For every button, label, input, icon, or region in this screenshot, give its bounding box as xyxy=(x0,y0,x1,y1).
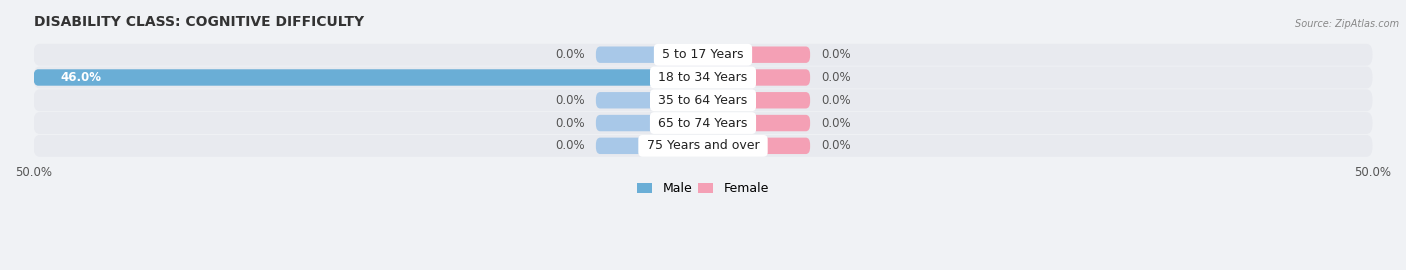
FancyBboxPatch shape xyxy=(703,46,810,63)
Text: 0.0%: 0.0% xyxy=(821,139,851,152)
Text: 0.0%: 0.0% xyxy=(821,71,851,84)
FancyBboxPatch shape xyxy=(596,138,703,154)
FancyBboxPatch shape xyxy=(596,115,703,131)
Text: 0.0%: 0.0% xyxy=(555,48,585,61)
FancyBboxPatch shape xyxy=(34,66,1372,88)
Text: 35 to 64 Years: 35 to 64 Years xyxy=(654,94,752,107)
Text: DISABILITY CLASS: COGNITIVE DIFFICULTY: DISABILITY CLASS: COGNITIVE DIFFICULTY xyxy=(34,15,364,29)
Text: 0.0%: 0.0% xyxy=(821,117,851,130)
Text: 18 to 34 Years: 18 to 34 Years xyxy=(654,71,752,84)
FancyBboxPatch shape xyxy=(596,92,703,109)
FancyBboxPatch shape xyxy=(34,44,1372,66)
FancyBboxPatch shape xyxy=(34,89,1372,111)
FancyBboxPatch shape xyxy=(34,135,1372,157)
Text: 0.0%: 0.0% xyxy=(821,48,851,61)
Text: Source: ZipAtlas.com: Source: ZipAtlas.com xyxy=(1295,19,1399,29)
FancyBboxPatch shape xyxy=(596,46,703,63)
FancyBboxPatch shape xyxy=(34,69,703,86)
Text: 0.0%: 0.0% xyxy=(555,117,585,130)
Text: 46.0%: 46.0% xyxy=(60,71,101,84)
FancyBboxPatch shape xyxy=(34,112,1372,134)
Text: 0.0%: 0.0% xyxy=(821,94,851,107)
Text: 75 Years and over: 75 Years and over xyxy=(643,139,763,152)
FancyBboxPatch shape xyxy=(703,138,810,154)
FancyBboxPatch shape xyxy=(703,92,810,109)
Text: 0.0%: 0.0% xyxy=(555,94,585,107)
FancyBboxPatch shape xyxy=(703,115,810,131)
Text: 65 to 74 Years: 65 to 74 Years xyxy=(654,117,752,130)
Text: 5 to 17 Years: 5 to 17 Years xyxy=(658,48,748,61)
Legend: Male, Female: Male, Female xyxy=(633,177,773,200)
FancyBboxPatch shape xyxy=(703,69,810,86)
Text: 0.0%: 0.0% xyxy=(555,139,585,152)
